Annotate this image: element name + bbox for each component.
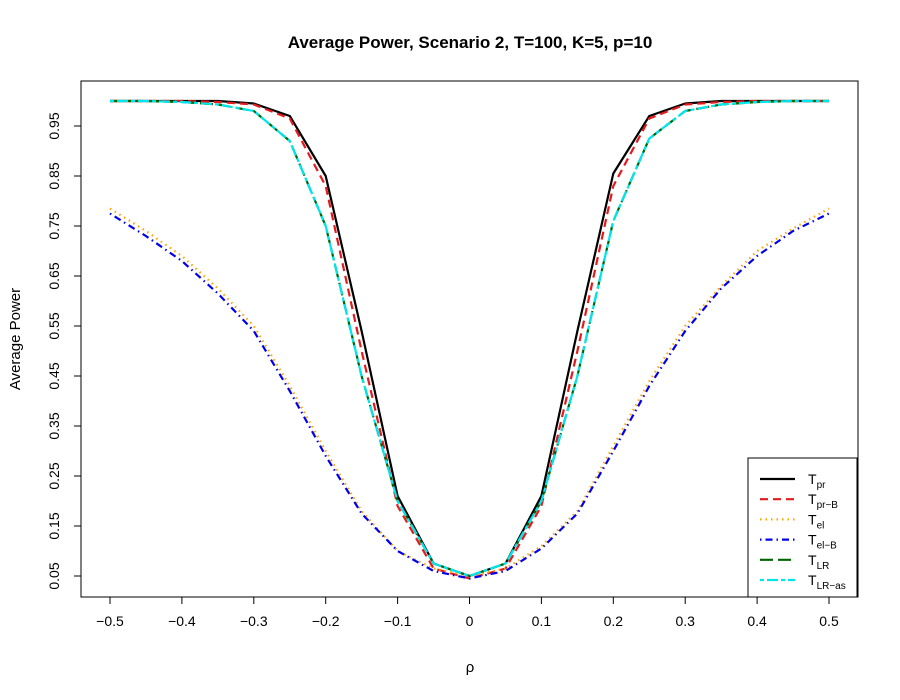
series-layer bbox=[109, 99, 830, 580]
series-line-t-lr bbox=[110, 99, 829, 578]
x-tick-label: 0.1 bbox=[532, 613, 552, 629]
y-tick-label: 0.05 bbox=[46, 562, 62, 589]
x-tick-label: −0.4 bbox=[168, 613, 196, 629]
y-tick-label: 0.15 bbox=[46, 512, 62, 539]
y-axis: 0.05 0.15 0.25 0.35 0.45 0.55 0.65 0.75 0.85 0.95 bbox=[46, 112, 82, 590]
y-tick-label: 0.45 bbox=[46, 362, 62, 389]
y-tick-label: 0.35 bbox=[46, 412, 62, 439]
series-line-t-el bbox=[109, 207, 830, 578]
x-tick-label: 0.5 bbox=[819, 613, 839, 629]
x-tick-label: 0.4 bbox=[747, 613, 767, 629]
x-axis: −0.5 −0.4 −0.3 −0.2 −0.1 0 0.1 0.2 0.3 0.4 0.5 bbox=[96, 596, 839, 629]
x-tick-label: −0.5 bbox=[96, 613, 124, 629]
series-line-t-pr bbox=[110, 99, 829, 578]
x-tick-label: 0.3 bbox=[675, 613, 695, 629]
y-tick-label: 0.85 bbox=[46, 162, 62, 189]
plot-frame bbox=[80, 80, 859, 598]
x-tick-label: 0.2 bbox=[604, 613, 624, 629]
legend-box bbox=[747, 457, 858, 598]
y-tick-label: 0.65 bbox=[46, 262, 62, 289]
x-tick-label: 0 bbox=[466, 613, 474, 629]
y-tick-label: 0.25 bbox=[46, 462, 62, 489]
x-axis-label: ρ bbox=[466, 659, 475, 676]
chart-title: Average Power, Scenario 2, T=100, K=5, p… bbox=[288, 33, 653, 52]
y-tick-label: 0.75 bbox=[46, 212, 62, 239]
y-tick-label: 0.95 bbox=[46, 112, 62, 139]
y-axis-label: Average Power bbox=[7, 288, 24, 390]
x-tick-label: −0.1 bbox=[384, 613, 412, 629]
x-tick-label: −0.2 bbox=[312, 613, 340, 629]
series-line-t-pr-b bbox=[110, 99, 829, 580]
series-line-t-el-b bbox=[109, 212, 830, 580]
y-tick-label: 0.55 bbox=[46, 312, 62, 339]
series-line-t-lr-as bbox=[110, 99, 829, 578]
x-tick-label: −0.3 bbox=[240, 613, 268, 629]
